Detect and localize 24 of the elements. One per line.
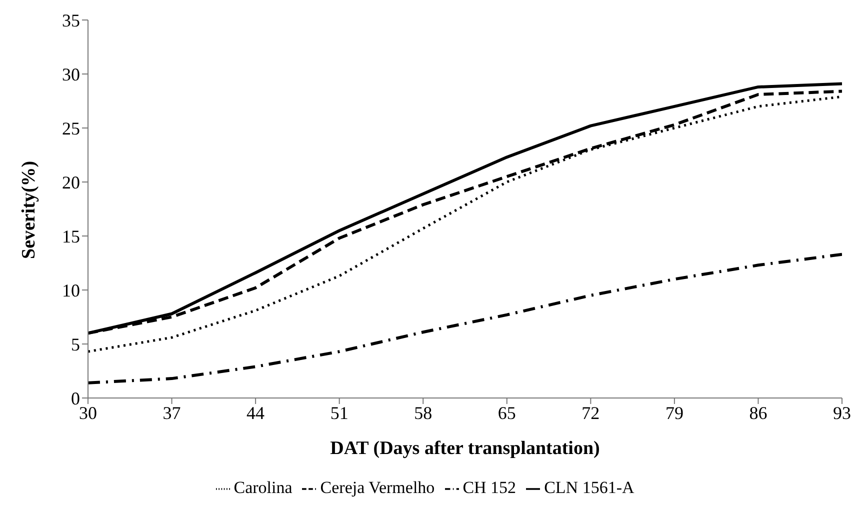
y-tick-label: 15 bbox=[62, 226, 80, 246]
legend-label: CLN 1561-A bbox=[544, 478, 634, 497]
x-axis-title: DAT (Days after transplantation) bbox=[330, 438, 600, 459]
y-tick-label: 20 bbox=[62, 172, 80, 192]
x-tick-label: 79 bbox=[665, 402, 684, 423]
x-tick-label: 51 bbox=[330, 402, 348, 423]
y-tick-label: 0 bbox=[71, 388, 80, 408]
x-tick-label: 58 bbox=[414, 402, 432, 423]
legend-label: Carolina bbox=[234, 478, 292, 497]
y-tick-label: 25 bbox=[62, 118, 80, 138]
x-tick-label: 65 bbox=[498, 402, 516, 423]
x-tick-label: 86 bbox=[749, 402, 768, 423]
x-tick-label: 44 bbox=[246, 402, 265, 423]
y-tick-label: 35 bbox=[62, 10, 80, 30]
legend-label: CH 152 bbox=[462, 478, 516, 497]
line-series bbox=[88, 252, 842, 384]
x-tick-label: 72 bbox=[582, 402, 600, 423]
legend-label: Cereja Vermelho bbox=[320, 478, 435, 497]
y-tick-label: 30 bbox=[62, 64, 80, 84]
y-tick-label: 5 bbox=[71, 334, 80, 354]
y-axis-title: Severity(%) bbox=[18, 160, 40, 259]
x-tick-label: 37 bbox=[162, 402, 181, 423]
x-tick-label: 93 bbox=[833, 402, 851, 423]
y-tick-label: 10 bbox=[62, 280, 80, 300]
